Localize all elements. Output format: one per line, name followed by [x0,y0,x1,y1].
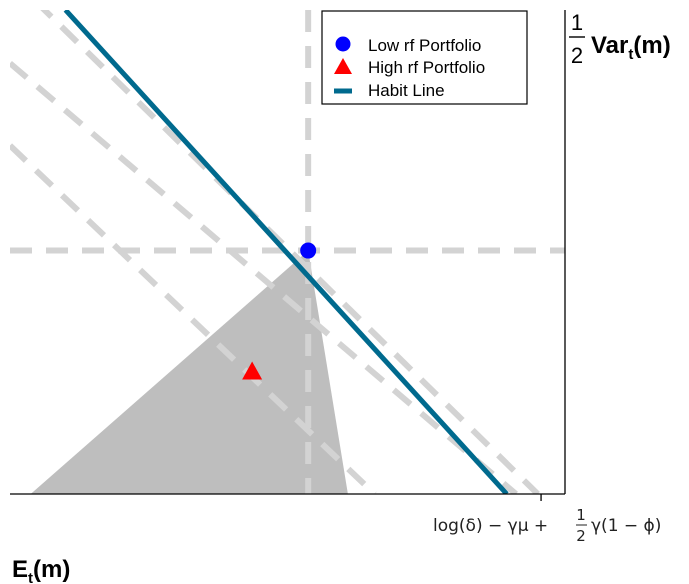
high-rf-portfolio-point [242,361,263,380]
y-label-sub: t [628,46,633,63]
svg-text:Et(m): Et(m) [12,556,70,584]
shaded-region [30,250,348,494]
x-tick-label-post: γ(1 − ϕ) [591,516,661,536]
x-tick-frac-den: 2 [576,527,586,545]
x-label-main: E [12,556,28,583]
legend-marker-high-rf [334,58,352,74]
svg-text:γ(1 − ϕ): γ(1 − ϕ) [591,516,661,536]
y-label-rest: (m) [633,32,670,59]
legend: Low rf Portfolio High rf Portfolio Habit… [321,10,528,105]
x-label-rest: (m) [33,556,70,583]
x-tick-label: log(δ) − γμ + γ(1 − ϕ) 1 2 [433,506,661,545]
legend-label-high-rf: High rf Portfolio [368,58,485,77]
svg-text:log(δ) − γμ +: log(δ) − γμ + [433,516,548,536]
low-rf-portfolio-point [300,242,317,259]
legend-label-low-rf: Low rf Portfolio [368,36,481,55]
legend-label-habit-line: Habit Line [368,81,445,100]
x-tick-frac-num: 1 [576,506,586,524]
legend-marker-low-rf [335,36,351,52]
svg-text:Vart(m): Vart(m) [591,32,671,63]
y-label-frac-den: 2 [571,43,583,68]
reference-diagonal-line-1 [10,60,518,494]
x-tick-label-pre: log(δ) − γμ + [433,516,548,536]
y-axis-label: 1 2 Vart(m) [569,10,671,68]
habit-line [63,10,509,494]
x-axis-label: Et(m) [12,556,70,584]
series-layer [63,10,509,494]
x-label-sub: t [28,570,33,584]
y-label-main: Var [591,32,628,59]
reference-diagonal-line-2 [10,143,377,494]
shaded-region-layer [30,250,348,494]
y-label-frac-num: 1 [571,10,583,35]
legend-box [321,10,528,105]
